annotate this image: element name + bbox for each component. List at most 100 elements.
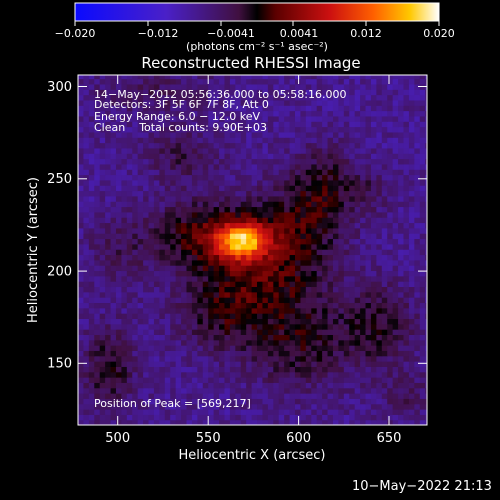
heatmap-cell xyxy=(370,249,377,256)
heatmap-cell xyxy=(365,142,372,149)
heatmap-cell xyxy=(392,169,399,176)
heatmap-cell xyxy=(219,339,226,346)
heatmap-cell xyxy=(83,329,90,335)
heatmap-cell xyxy=(110,158,117,165)
heatmap-cell xyxy=(240,185,247,192)
heatmap-cell xyxy=(403,387,410,394)
heatmap-cell xyxy=(235,339,242,346)
heatmap-cell xyxy=(186,153,193,160)
heatmap-cell xyxy=(159,281,166,288)
heatmap-cell xyxy=(170,345,177,351)
heatmap-cell xyxy=(425,355,427,362)
heatmap-cell xyxy=(343,105,350,112)
heatmap-cell xyxy=(110,169,117,176)
heatmap-cell xyxy=(360,211,367,218)
heatmap-cell xyxy=(257,345,264,351)
heatmap-cell xyxy=(343,377,350,383)
heatmap-cell xyxy=(181,174,188,181)
heatmap-cell xyxy=(132,233,139,240)
heatmap-cell xyxy=(83,206,90,213)
heatmap-cell xyxy=(115,254,122,261)
heatmap-cell xyxy=(181,75,188,80)
heatmap-cell xyxy=(381,153,388,160)
heatmap-cell xyxy=(208,169,215,176)
heatmap-cell xyxy=(414,206,421,213)
heatmap-cell xyxy=(398,377,405,383)
heatmap-cell xyxy=(186,329,193,335)
heatmap-cell xyxy=(262,329,269,335)
plot-frame xyxy=(77,74,428,426)
heatmap-cell xyxy=(94,147,101,154)
heatmap-cell xyxy=(153,89,160,96)
heatmap-cell xyxy=(425,222,427,229)
heatmap-cell xyxy=(289,350,296,357)
heatmap-cell xyxy=(148,83,155,90)
heatmap-cell xyxy=(300,387,307,394)
heatmap-cell xyxy=(197,121,204,128)
heatmap-cell xyxy=(175,371,182,378)
heatmap-cell xyxy=(300,142,307,149)
heatmap-cell xyxy=(349,233,356,240)
heatmap-cell xyxy=(121,355,128,362)
heatmap-cell xyxy=(235,249,242,256)
heatmap-cell xyxy=(78,350,85,357)
heatmap-cell xyxy=(360,169,367,176)
heatmap-cell xyxy=(202,78,209,85)
heatmap-cell xyxy=(343,121,350,128)
heatmap-cell xyxy=(170,254,177,261)
heatmap-cell xyxy=(278,142,285,149)
heatmap-cell xyxy=(78,195,85,202)
heatmap-cell xyxy=(88,270,95,277)
heatmap-cell xyxy=(327,142,334,149)
heatmap-cell xyxy=(88,110,95,117)
heatmap-cell xyxy=(110,137,117,144)
heatmap-cell xyxy=(115,142,122,149)
heatmap-cell xyxy=(414,174,421,181)
heatmap-cell xyxy=(354,419,361,425)
heatmap-cell xyxy=(425,99,427,106)
heatmap-cell xyxy=(327,126,334,133)
heatmap-cell xyxy=(387,99,394,106)
heatmap-cell xyxy=(88,339,95,346)
heatmap-cell xyxy=(110,313,117,319)
heatmap-cell xyxy=(257,126,264,133)
heatmap-cell xyxy=(235,313,242,319)
heatmap-cell xyxy=(88,201,95,208)
heatmap-cell xyxy=(224,174,231,181)
heatmap-cell xyxy=(164,99,171,106)
heatmap-cell xyxy=(332,361,339,367)
heatmap-cell xyxy=(419,190,426,197)
heatmap-cell xyxy=(425,89,427,96)
heatmap-cell xyxy=(278,115,285,122)
heatmap-cell xyxy=(132,259,139,266)
heatmap-cell xyxy=(246,286,253,293)
heatmap-cell xyxy=(229,270,236,277)
heatmap-cell xyxy=(343,174,350,181)
heatmap-cell xyxy=(121,377,128,383)
heatmap-cell xyxy=(403,339,410,346)
heatmap-cell xyxy=(284,302,291,309)
heatmap-cell xyxy=(132,254,139,261)
heatmap-cell xyxy=(257,78,264,85)
heatmap-cell xyxy=(398,259,405,266)
heatmap-cell xyxy=(257,334,264,341)
heatmap-cell xyxy=(267,163,274,170)
heatmap-cell xyxy=(83,147,90,154)
heatmap-cell xyxy=(137,147,144,154)
heatmap-cell xyxy=(153,313,160,319)
heatmap-cell xyxy=(262,201,269,208)
heatmap-cell xyxy=(392,163,399,170)
heatmap-cell xyxy=(181,89,188,96)
heatmap-cell xyxy=(208,174,215,181)
heatmap-cell xyxy=(327,206,334,213)
heatmap-cell xyxy=(370,355,377,362)
heatmap-cell xyxy=(414,83,421,90)
heatmap-cell xyxy=(202,179,209,186)
heatmap-cell xyxy=(305,398,312,405)
heatmap-cell xyxy=(186,318,193,325)
heatmap-cell xyxy=(110,414,117,421)
heatmap-cell xyxy=(99,366,106,373)
heatmap-cell xyxy=(365,345,372,351)
heatmap-cell xyxy=(381,169,388,176)
heatmap-cell xyxy=(398,291,405,298)
